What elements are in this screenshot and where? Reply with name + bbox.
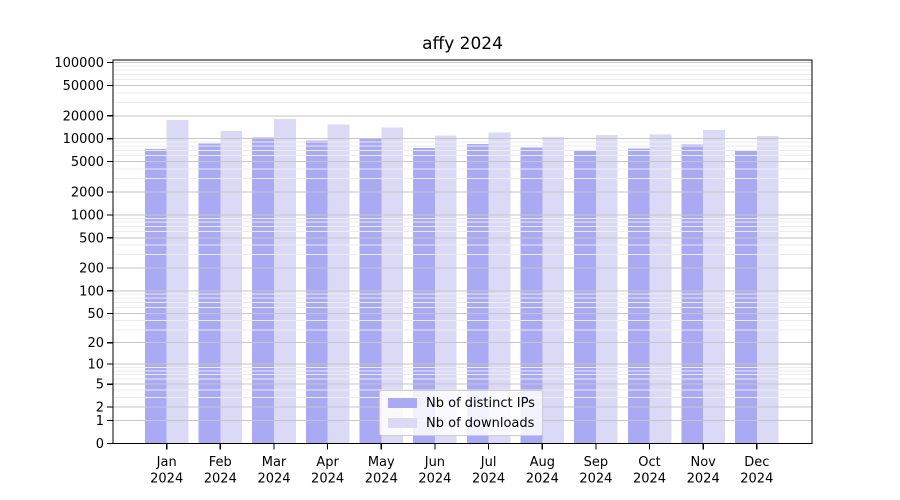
- x-tick-label-oct: Oct 2024: [633, 455, 666, 487]
- bar-distinct-ips-feb: [198, 143, 221, 444]
- y-tick-label: 200: [79, 262, 104, 277]
- y-tick-label: 5: [96, 378, 104, 393]
- y-tick-label: 100000: [54, 56, 104, 71]
- legend: Nb of distinct IPs Nb of downloads: [379, 390, 543, 436]
- bar-downloads-sep: [595, 134, 618, 444]
- legend-swatch-downloads: [388, 418, 417, 428]
- y-tick-label: 500: [79, 231, 104, 246]
- legend-item-distinct-ips: Nb of distinct IPs: [380, 396, 542, 411]
- y-tick-label: 50: [87, 307, 104, 322]
- bar-downloads-feb: [220, 130, 243, 444]
- legend-item-downloads: Nb of downloads: [380, 416, 542, 431]
- y-tick-label: 20: [87, 336, 104, 351]
- y-tick-label: 50000: [63, 79, 104, 94]
- x-tick-label-mar: Mar 2024: [257, 455, 290, 487]
- y-tick-label: 10: [87, 358, 104, 373]
- x-tick-label-aug: Aug 2024: [526, 455, 559, 487]
- legend-label-downloads: Nb of downloads: [426, 415, 535, 431]
- x-tick-label-apr: Apr 2024: [311, 455, 344, 487]
- y-tick-label: 2: [96, 401, 104, 416]
- x-tick-label-jul: Jul 2024: [472, 455, 505, 487]
- bar-distinct-ips-oct: [627, 148, 650, 444]
- bar-downloads-mar: [274, 119, 296, 444]
- bar-distinct-ips-jan: [144, 149, 167, 444]
- plot-border: [112, 59, 813, 445]
- x-tick-label-may: May 2024: [365, 455, 398, 487]
- y-tick-label: 20000: [63, 109, 104, 124]
- x-tick-label-jan: Jan 2024: [150, 455, 183, 487]
- y-tick-label: 100: [79, 284, 104, 299]
- bar-distinct-ips-sep: [574, 150, 596, 444]
- x-tick-label-sep: Sep 2024: [579, 455, 612, 487]
- y-tick-label: 1000: [71, 208, 104, 223]
- bar-downloads-oct: [649, 134, 672, 444]
- y-tick-label: 5000: [71, 155, 104, 170]
- x-tick-label-feb: Feb 2024: [204, 455, 237, 487]
- legend-label-distinct-ips: Nb of distinct IPs: [426, 395, 535, 411]
- bar-downloads-nov: [703, 130, 725, 444]
- chart-title: affy 2024: [422, 34, 503, 54]
- x-tick-label-dec: Dec 2024: [740, 455, 773, 487]
- bar-distinct-ips-dec: [735, 150, 757, 444]
- y-tick-label: 10000: [63, 132, 104, 147]
- y-tick-label: 2000: [71, 185, 104, 200]
- bar-downloads-jan: [166, 120, 189, 444]
- bar-downloads-dec: [756, 136, 779, 444]
- x-tick-label-jun: Jun 2024: [418, 455, 451, 487]
- x-tick-label-nov: Nov 2024: [687, 455, 720, 487]
- bar-downloads-apr: [327, 124, 350, 444]
- bar-distinct-ips-aug: [520, 147, 543, 444]
- bar-downloads-jul: [488, 132, 511, 444]
- y-tick-label: 0: [96, 437, 104, 452]
- bar-downloads-jun: [434, 135, 457, 444]
- legend-swatch-distinct-ips: [388, 398, 417, 408]
- y-tick-label: 1: [96, 414, 104, 429]
